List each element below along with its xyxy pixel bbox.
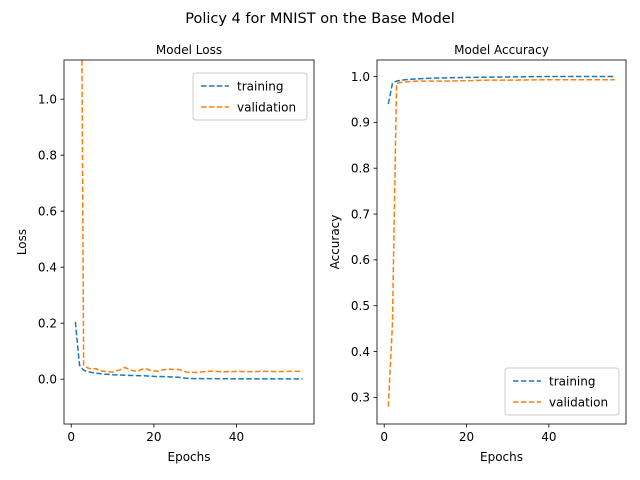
x-tick-label: 20 xyxy=(459,430,474,444)
y-tick-label: 0.8 xyxy=(38,149,57,163)
plot-frame xyxy=(63,59,315,425)
y-tick-label: 0.8 xyxy=(351,161,370,175)
y-tick-label: 0.3 xyxy=(351,391,370,405)
y-tick-label: 0.6 xyxy=(38,205,57,219)
y-tick-label: 0.9 xyxy=(351,116,370,130)
legend-label-validation: validation xyxy=(237,100,296,114)
x-axis-label: Epochs xyxy=(168,450,211,464)
legend: training validation xyxy=(504,367,620,416)
legend-label-training: training xyxy=(549,374,596,388)
x-tick-label: 0 xyxy=(67,430,75,444)
y-tick-label: 0.6 xyxy=(351,253,370,267)
chart-title: Model Accuracy xyxy=(454,43,549,57)
x-tick-label: 40 xyxy=(541,430,556,444)
x-tick-label: 40 xyxy=(229,430,244,444)
chart-title: Model Loss xyxy=(156,43,222,57)
legend-label-validation: validation xyxy=(549,395,608,409)
accuracy-chart: Model Accuracy 0 20 40 0.3 0.4 0.5 0.6 0.7 0.8 0.9… xyxy=(328,43,627,464)
y-axis-label: Accuracy xyxy=(328,215,342,270)
legend-box xyxy=(504,367,620,416)
y-tick-label: 0.4 xyxy=(351,345,370,359)
legend-box xyxy=(192,72,308,121)
series-line-validation xyxy=(387,78,615,407)
legend: training validation xyxy=(192,72,308,121)
y-tick-label: 0.0 xyxy=(38,373,57,387)
y-axis-label: Loss xyxy=(15,229,29,255)
x-tick-label: 0 xyxy=(380,430,388,444)
y-tick-label: 0.5 xyxy=(351,299,370,313)
series-line-training xyxy=(74,321,303,380)
loss-chart: Model Loss 0 20 40 0.0 0.2 0.4 0.6 0.8 1.0 Epochs L… xyxy=(15,43,315,464)
plot-frame xyxy=(376,59,627,425)
legend-label-training: training xyxy=(237,79,284,93)
figure-title: Policy 4 for MNIST on the Base Model xyxy=(185,11,455,27)
y-tick-label: 0.7 xyxy=(351,207,370,221)
x-tick-label: 20 xyxy=(146,430,161,444)
y-tick-label: 1.0 xyxy=(351,70,370,84)
series-line-validation xyxy=(81,60,303,374)
x-axis-label: Epochs xyxy=(480,450,523,464)
y-tick-label: 0.4 xyxy=(38,261,57,275)
y-tick-label: 1.0 xyxy=(38,93,57,107)
series-line-training xyxy=(387,75,615,105)
y-tick-label: 0.2 xyxy=(38,317,57,331)
